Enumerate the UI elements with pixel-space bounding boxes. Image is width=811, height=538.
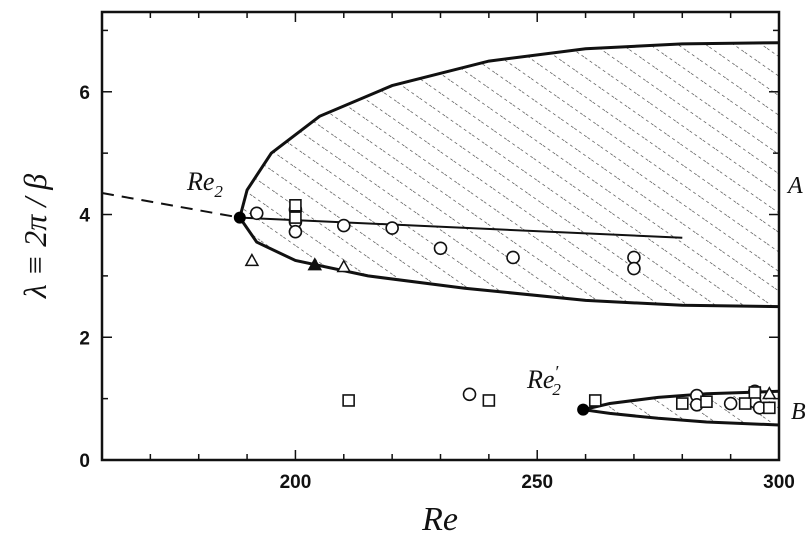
center-curve-line — [239, 216, 683, 239]
x-tick-label-300: 300 — [763, 472, 795, 493]
bifurcation-point-0 — [233, 211, 246, 224]
stability-region-a-upper-boundary — [238, 41, 780, 218]
stability-region-a-lower-boundary — [238, 216, 780, 309]
data-point-square-0 — [289, 199, 302, 212]
data-point-square-6 — [700, 395, 713, 408]
data-point-square-7 — [738, 397, 752, 410]
data-point-circle-0 — [249, 206, 264, 221]
region-a-label: A — [786, 173, 803, 199]
data-point-circle-10 — [462, 387, 477, 402]
stability-region-a-fill — [239, 42, 780, 307]
y-tick-label-0: 0 — [79, 451, 90, 472]
data-point-circle-4 — [336, 218, 351, 233]
regions-layer — [238, 41, 780, 427]
x-axis-title: Re — [421, 501, 458, 538]
re2-annotation-base: Re — [186, 167, 214, 196]
bifurcation-point-1 — [577, 403, 590, 416]
y-tick-label-4: 4 — [79, 206, 90, 227]
data-point-triangle-0 — [244, 253, 260, 267]
lines-layer — [101, 192, 683, 239]
data-point-circle-7 — [506, 250, 520, 265]
markers-layer — [233, 199, 777, 416]
re2-prime-annotation-base: Re — [526, 365, 554, 394]
data-point-square-1 — [289, 211, 302, 224]
data-point-square-3 — [482, 394, 496, 407]
data-point-square-5 — [675, 397, 689, 410]
stability-region-b-lower-boundary — [582, 408, 780, 427]
dashed-extrapolation-line — [101, 192, 240, 219]
y-tick-label-2: 2 — [79, 328, 90, 349]
region-b-label: B — [791, 399, 806, 425]
data-point-circle-13 — [723, 396, 738, 411]
re2-prime-annotation-sub: 2 — [552, 380, 561, 399]
data-point-square-2 — [342, 394, 355, 407]
re2-prime-annotation: Re′ 2 — [526, 362, 561, 399]
ticks-layer: 200 250 300 0 2 4 6 — [79, 12, 795, 493]
x-tick-label-200: 200 — [280, 472, 312, 493]
data-point-square-9 — [763, 401, 776, 415]
data-point-triangle-1 — [336, 259, 352, 273]
data-point-square-4 — [588, 394, 602, 407]
data-point-circle-6 — [433, 241, 448, 256]
y-tick-label-6: 6 — [79, 83, 90, 104]
data-point-filled-triangle-0 — [307, 257, 323, 271]
data-point-square-8 — [748, 386, 762, 399]
re2-prime-annotation-sup: ′ — [554, 362, 559, 382]
x-tick-label-250: 250 — [521, 472, 553, 493]
data-point-circle-9 — [627, 261, 641, 276]
data-point-circle-5 — [385, 221, 399, 235]
re2-annotation: Re2 — [186, 167, 223, 201]
data-point-circle-3 — [288, 224, 303, 239]
data-point-circle-8 — [627, 250, 641, 265]
y-axis-title: λ ≡ 2π / β — [17, 174, 53, 299]
re2-annotation-sub: 2 — [214, 182, 223, 201]
data-point-triangle-2 — [762, 386, 777, 400]
